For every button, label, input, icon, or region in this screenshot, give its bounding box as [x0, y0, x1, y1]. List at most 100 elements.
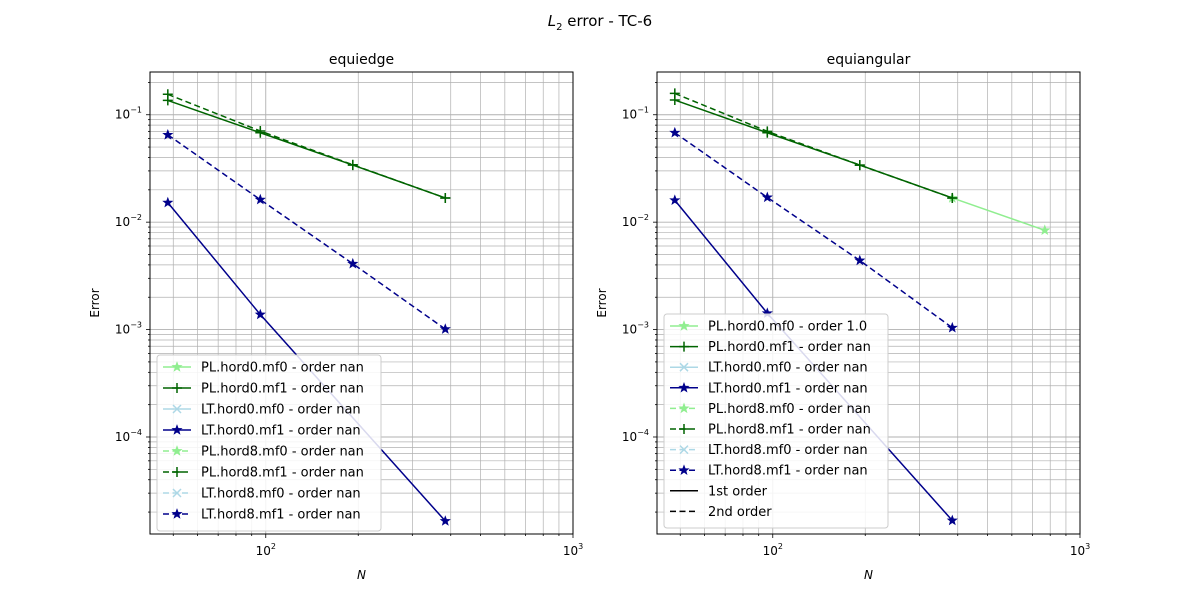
legend-swatch-marker: [172, 467, 182, 477]
x-tick-label-base: 10: [563, 544, 578, 558]
data-point: [761, 191, 773, 203]
x-tick-label: 102: [256, 542, 276, 558]
legend-entry: LT.hord0.mf0 - order nan: [163, 403, 361, 418]
legend-label: PL.hord0.mf0 - order nan: [201, 361, 364, 376]
y-tick-label-exp: −1: [130, 106, 142, 115]
y-axis-label: Error: [88, 288, 102, 317]
legend-swatch-marker: [171, 445, 183, 456]
data-point: [669, 194, 681, 205]
legend-label: PL.hord8.mf1 - order nan: [708, 423, 871, 438]
y-tick-label: 10−2: [622, 213, 649, 229]
figure-title-rest: error - TC-6: [562, 12, 652, 30]
legend-entry: LT.hord8.mf0 - order nan: [670, 443, 868, 458]
legend-label: LT.hord0.mf1 - order nan: [201, 424, 361, 439]
legend-swatch-marker: [172, 488, 182, 498]
legend: PL.hord0.mf0 - order nan PL.hord0.mf1 - o…: [156, 354, 382, 532]
data-point: [162, 128, 174, 140]
x-tick-label-base: 10: [763, 544, 778, 558]
y-tick-label: 10−1: [622, 106, 649, 122]
legend-label: PL.hord8.mf0 - order nan: [708, 402, 871, 417]
legend-label: PL.hord8.mf1 - order nan: [201, 466, 364, 481]
data-point: [254, 193, 266, 205]
data-point: [947, 192, 958, 203]
legend-box: [156, 354, 382, 532]
series-7: [162, 128, 451, 334]
series-line: [952, 197, 1046, 231]
x-tick-label: 103: [563, 542, 583, 558]
y-tick-label-exp: −2: [637, 213, 649, 222]
legend-swatch-marker: [172, 404, 182, 414]
legend-entry: LT.hord8.mf1 - order nan: [670, 464, 868, 479]
legend-label: LT.hord0.mf0 - order nan: [708, 361, 868, 376]
legend-entry: PL.hord0.mf1 - order nan: [163, 382, 364, 397]
legend-label: PL.hord8.mf0 - order nan: [201, 445, 364, 460]
series-line: [167, 134, 446, 330]
legend-swatch-marker: [171, 424, 183, 435]
y-tick-label-base: 10: [115, 215, 130, 229]
legend-entry: PL.hord8.mf1 - order nan: [670, 423, 871, 438]
series-1: [669, 95, 958, 203]
series-5: [669, 88, 958, 203]
legend-label: LT.hord0.mf1 - order nan: [708, 381, 868, 396]
legend-swatch-marker: [171, 361, 183, 372]
data-point: [162, 196, 174, 208]
legend-entry: PL.hord0.mf1 - order nan: [670, 340, 871, 355]
series-line: [674, 132, 953, 329]
series-5: [162, 89, 451, 203]
legend-swatch-marker: [678, 381, 690, 393]
legend-entry: PL.hord0.mf0 - order nan: [163, 361, 364, 376]
series-1: [162, 95, 451, 203]
figure-title: L2 error - TC-6: [548, 12, 652, 33]
data-point: [854, 160, 865, 171]
y-tick-label: 10−4: [115, 428, 142, 444]
x-tick-label-base: 10: [1070, 544, 1085, 558]
legend-entry: PL.hord8.mf0 - order nan: [163, 445, 364, 460]
legend-entry: 2nd order: [670, 505, 772, 520]
axes-frame: [149, 71, 574, 535]
x-tick-label-exp: 3: [578, 542, 583, 551]
subplot-title: equiangular: [827, 52, 911, 68]
legend-label: LT.hord8.mf0 - order nan: [201, 487, 361, 502]
series-0: [946, 192, 1051, 236]
legend-entry: PL.hord8.mf1 - order nan: [163, 466, 364, 481]
legend-label: 1st order: [708, 484, 768, 499]
legend-entry: LT.hord0.mf0 - order nan: [670, 361, 868, 376]
axes-frame: [656, 71, 1081, 535]
data-point: [1039, 224, 1051, 236]
legend-label: PL.hord0.mf1 - order nan: [708, 340, 871, 355]
legend-swatch-marker: [678, 464, 690, 475]
legend-label: LT.hord8.mf1 - order nan: [201, 508, 361, 523]
legend-entry: LT.hord0.mf1 - order nan: [670, 381, 868, 396]
x-tick-label: 103: [1070, 542, 1090, 558]
figure-title-main: L: [548, 12, 556, 30]
series-line: [167, 93, 446, 199]
legend-swatch-marker: [679, 362, 689, 372]
legend-swatch-marker: [678, 402, 690, 414]
data-point: [946, 514, 958, 526]
legend-label: PL.hord0.mf1 - order nan: [201, 382, 364, 397]
data-point: [440, 192, 451, 203]
data-point: [854, 254, 866, 266]
data-point: [162, 89, 173, 100]
y-tick-label-exp: −2: [130, 213, 142, 222]
y-tick-label: 10−2: [115, 213, 142, 229]
legend-label: LT.hord8.mf1 - order nan: [708, 464, 868, 479]
data-point: [669, 126, 681, 138]
y-tick-label-base: 10: [622, 323, 637, 337]
y-tick-label-base: 10: [622, 215, 637, 229]
y-tick-label-exp: −4: [130, 428, 142, 437]
data-point: [669, 88, 680, 99]
y-tick-label: 10−1: [115, 106, 142, 122]
legend-entry: LT.hord8.mf1 - order nan: [163, 508, 361, 523]
x-tick-label: 102: [763, 542, 783, 558]
data-point: [439, 323, 451, 334]
series-3: [162, 196, 451, 526]
x-axis-label: N: [357, 568, 366, 582]
x-tick-label-base: 10: [256, 544, 271, 558]
subplot-title: equiedge: [329, 52, 394, 68]
legend-label: PL.hord0.mf0 - order 1.0: [708, 320, 867, 335]
legend-entry: PL.hord8.mf0 - order nan: [670, 402, 871, 417]
y-tick-label-exp: −3: [637, 321, 649, 330]
legend-swatch-marker: [679, 424, 689, 434]
y-tick-label-base: 10: [115, 108, 130, 122]
